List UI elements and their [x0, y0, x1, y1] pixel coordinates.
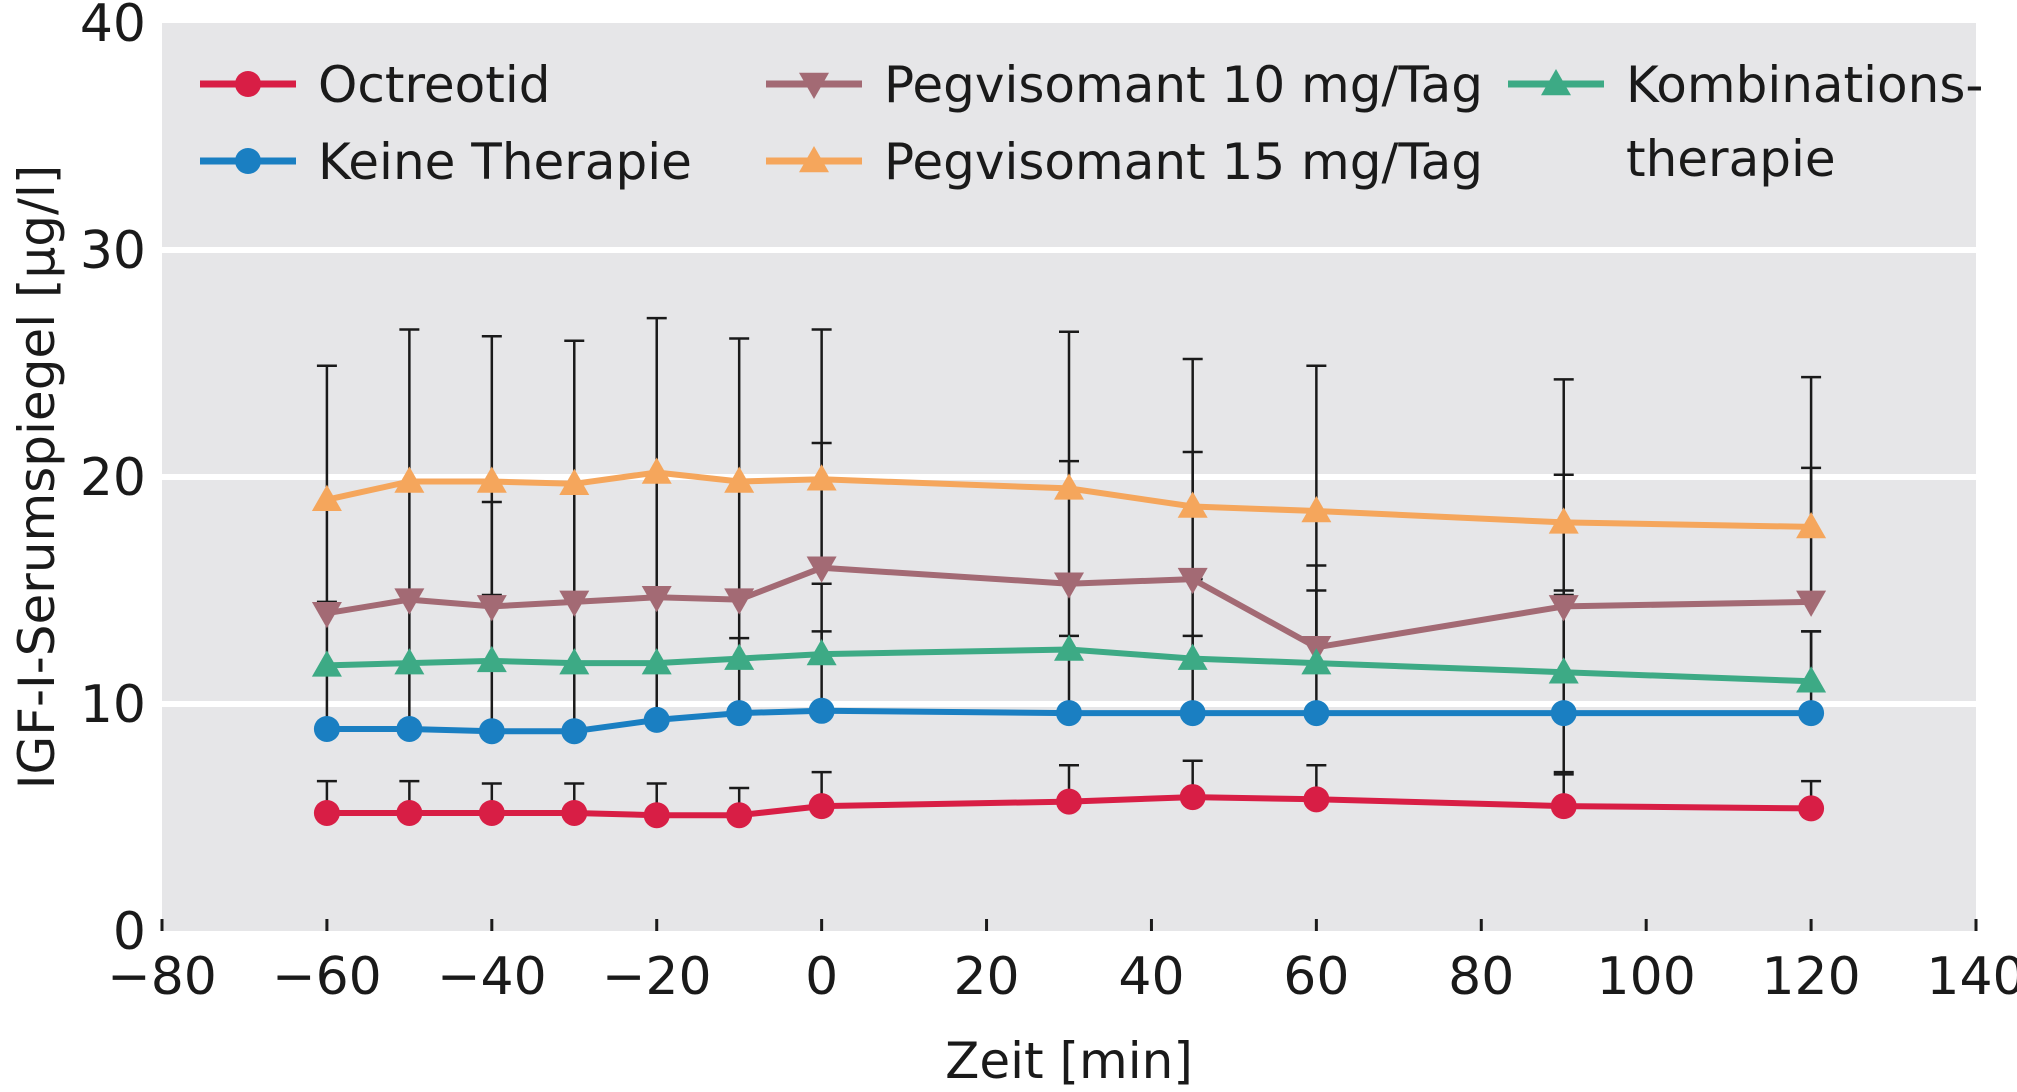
- data-point: [1548, 657, 1579, 684]
- x-tick-label: 140: [1926, 947, 2017, 1007]
- data-point: [476, 466, 507, 493]
- x-tick-label: 120: [1761, 947, 1860, 1007]
- data-point: [1796, 590, 1827, 617]
- data-point: [1303, 700, 1330, 727]
- x-tick-label: −20: [602, 947, 712, 1007]
- data-point: [1179, 700, 1206, 727]
- data-point: [1177, 567, 1208, 595]
- data-point: [561, 799, 588, 826]
- data-point: [1301, 648, 1332, 675]
- data-point: [808, 793, 835, 820]
- legend: Octreotid Keine Therapie Pegvisomant 10 mg…: [200, 56, 1983, 191]
- y-tick-label: 30: [80, 221, 146, 281]
- data-point: [311, 650, 342, 677]
- legend-label: Octreotid: [318, 56, 551, 114]
- data-point: [641, 457, 672, 484]
- series-line: [326, 469, 1812, 530]
- data-point: [394, 588, 425, 615]
- series-line: [326, 646, 1812, 685]
- series-line: [326, 707, 1812, 735]
- legend-label: Keine Therapie: [318, 133, 692, 191]
- y-axis-ticks: 0 10 20 30 40: [80, 0, 146, 962]
- legend-marker: [799, 72, 829, 99]
- data-point: [724, 643, 755, 670]
- data-point: [806, 639, 837, 666]
- data-point: [1177, 643, 1208, 670]
- data-point: [1303, 786, 1330, 813]
- y-tick-label: 40: [80, 0, 146, 54]
- data-point: [478, 799, 505, 826]
- data-point: [1054, 572, 1084, 599]
- data-point: [641, 648, 672, 675]
- data-point: [394, 466, 425, 493]
- data-point: [476, 645, 507, 673]
- data-point: [313, 799, 340, 826]
- x-axis-ticks: −80 −60 −40 −20 0 20 40 60 80 100 120 140: [107, 919, 2017, 1007]
- x-tick-label: 100: [1597, 947, 1696, 1007]
- x-tick-label: 60: [1283, 947, 1349, 1007]
- data-point: [643, 802, 670, 829]
- data-point: [1179, 784, 1206, 811]
- series-markers: [311, 457, 1827, 829]
- data-point: [1301, 496, 1332, 523]
- y-tick-label: 10: [80, 675, 146, 735]
- data-point: [806, 556, 837, 583]
- x-tick-label: −60: [272, 947, 382, 1007]
- x-tick-label: 20: [953, 947, 1019, 1007]
- y-tick-label: 20: [80, 448, 146, 508]
- data-point: [1796, 511, 1827, 539]
- legend-label: Pegvisomant 15 mg/Tag: [884, 133, 1483, 191]
- data-point: [559, 468, 590, 496]
- y-axis-title: IGF-I-Serumspiegel [µg/l]: [8, 165, 66, 790]
- legend-marker: [1541, 69, 1571, 96]
- data-point: [1548, 507, 1579, 534]
- legend-marker: [235, 71, 261, 97]
- data-point: [1054, 473, 1084, 500]
- data-point: [1550, 700, 1577, 727]
- data-point: [808, 697, 835, 724]
- y-tick-label: 0: [113, 902, 146, 962]
- data-point: [311, 601, 342, 629]
- data-point: [643, 706, 670, 733]
- data-point: [396, 799, 423, 826]
- x-tick-label: −80: [107, 947, 217, 1007]
- data-point: [478, 718, 505, 745]
- data-point: [641, 586, 672, 613]
- data-point: [559, 590, 590, 617]
- data-point: [394, 648, 425, 675]
- series-line: [326, 794, 1812, 819]
- data-point: [1798, 795, 1825, 822]
- data-point: [724, 466, 755, 493]
- data-point: [396, 715, 423, 742]
- x-tick-label: 80: [1448, 947, 1514, 1007]
- data-point: [313, 715, 340, 742]
- series-line: [326, 564, 1812, 651]
- x-tick-label: 40: [1118, 947, 1184, 1007]
- data-point: [726, 802, 753, 829]
- legend-marker: [799, 146, 829, 173]
- legend-marker: [235, 148, 261, 174]
- data-point: [1056, 700, 1082, 727]
- data-point: [1548, 595, 1579, 622]
- data-point: [1056, 788, 1082, 815]
- data-point: [561, 718, 588, 745]
- legend-label: Kombinations-therapie: [1626, 56, 1983, 188]
- data-point: [1054, 634, 1084, 661]
- x-tick-label: 0: [805, 947, 838, 1007]
- data-point: [724, 588, 755, 615]
- data-point: [806, 464, 837, 491]
- x-tick-label: −40: [437, 947, 547, 1007]
- data-point: [559, 648, 590, 675]
- legend-label: Pegvisomant 10 mg/Tag: [884, 56, 1483, 114]
- data-point: [726, 700, 753, 727]
- data-point: [1796, 666, 1827, 693]
- data-point: [311, 484, 342, 511]
- series-lines: [326, 469, 1812, 819]
- data-point: [1550, 793, 1577, 820]
- data-point: [1798, 700, 1825, 727]
- data-point: [1177, 491, 1208, 518]
- x-axis-title: Zeit [min]: [945, 1032, 1193, 1090]
- data-point: [476, 595, 507, 622]
